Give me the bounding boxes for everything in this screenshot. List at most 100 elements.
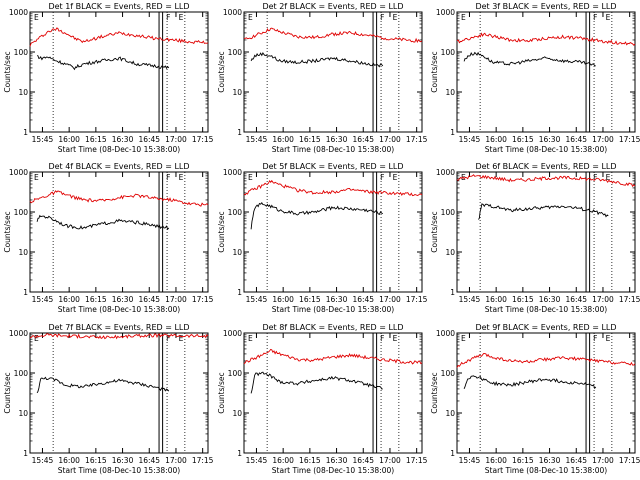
plot-frame <box>243 171 423 293</box>
x-tick-label: 16:45 <box>565 135 587 144</box>
x-tick-label: 17:00 <box>165 295 187 304</box>
y-tick-label: 1000 <box>436 168 455 177</box>
marker-e-label: E <box>606 13 611 22</box>
x-tick-label: 16:30 <box>112 295 134 304</box>
x-tick-label: 17:15 <box>619 295 640 304</box>
marker-e-label: E <box>248 173 253 182</box>
marker-e-label: E <box>34 334 39 343</box>
marker-e-label: E <box>248 334 253 343</box>
x-axis-label: Start Time (08-Dec-10 15:38:00) <box>272 305 394 314</box>
plot-frame <box>456 332 636 454</box>
x-tick-label: 17:00 <box>165 135 187 144</box>
x-axis-label: Start Time (08-Dec-10 15:38:00) <box>485 145 607 154</box>
x-tick-label: 15:45 <box>32 295 54 304</box>
y-tick-label: 1000 <box>223 8 242 17</box>
x-tick-label: 15:45 <box>32 456 54 465</box>
panel-1: Det 1f BLACK = Events, RED = LLD 1 10 100 10… <box>3 2 214 154</box>
x-tick-label: 17:00 <box>379 456 401 465</box>
x-tick-label: 16:45 <box>138 456 160 465</box>
plot-frame <box>29 332 209 454</box>
marker-f-label: F <box>380 173 384 182</box>
marker-e-label: E <box>461 334 466 343</box>
x-axis-label: Start Time (08-Dec-10 15:38:00) <box>485 466 607 475</box>
panel-2: Det 2f BLACK = Events, RED = LLD 1 10 100 10… <box>217 2 428 154</box>
x-tick-label: 15:45 <box>459 135 481 144</box>
plot-frame <box>29 11 209 133</box>
y-tick-label: 1 <box>237 449 242 458</box>
x-tick-label: 16:45 <box>352 295 374 304</box>
marker-e-label: E <box>606 334 611 343</box>
y-tick-label: 100 <box>441 369 456 378</box>
panel-8: Det 8f BLACK = Events, RED = LLD 1 10 100 10… <box>217 323 428 475</box>
y-tick-label: 100 <box>14 48 29 57</box>
x-tick-label: 15:45 <box>459 456 481 465</box>
y-axis-label: Counts/sec <box>3 211 12 252</box>
marker-e-label: E <box>179 173 184 182</box>
series-events-line <box>463 51 596 67</box>
series-lld-line <box>29 190 209 207</box>
y-axis-label: Counts/sec <box>430 372 439 413</box>
x-axis-label: Start Time (08-Dec-10 15:38:00) <box>272 145 394 154</box>
x-tick-label: 17:00 <box>592 295 614 304</box>
y-tick-label: 100 <box>228 369 243 378</box>
y-tick-label: 10 <box>232 248 242 257</box>
y-axis-label: Counts/sec <box>430 211 439 252</box>
x-axis-label: Start Time (08-Dec-10 15:38:00) <box>272 466 394 475</box>
y-tick-label: 1000 <box>436 329 455 338</box>
x-tick-label: 17:15 <box>406 295 428 304</box>
x-tick-label: 16:30 <box>539 135 561 144</box>
panel-5: Det 5f BLACK = Events, RED = LLD 1 10 100 10… <box>217 162 428 314</box>
series-lld-line <box>243 27 423 43</box>
x-tick-label: 15:45 <box>246 295 268 304</box>
marker-e-label: E <box>393 173 398 182</box>
series-lld-line <box>456 32 636 46</box>
marker-f-label: F <box>166 13 170 22</box>
panel-7: Det 7f BLACK = Events, RED = LLD 1 10 100 10… <box>3 323 214 475</box>
y-tick-label: 1000 <box>9 168 28 177</box>
x-tick-label: 16:00 <box>272 456 294 465</box>
x-tick-label: 16:00 <box>58 295 80 304</box>
x-tick-label: 16:45 <box>352 135 374 144</box>
x-tick-label: 16:45 <box>138 135 160 144</box>
x-tick-label: 17:00 <box>165 456 187 465</box>
series-lld-line <box>29 333 209 340</box>
y-axis-label: Counts/sec <box>430 51 439 92</box>
marker-f-label: F <box>593 13 597 22</box>
y-tick-label: 1 <box>450 449 455 458</box>
panel-title: Det 6f BLACK = Events, RED = LLD <box>475 162 616 171</box>
series-lld-line <box>243 348 423 365</box>
x-tick-label: 16:00 <box>58 456 80 465</box>
x-tick-label: 16:30 <box>326 456 348 465</box>
series-events-line <box>36 376 170 394</box>
x-tick-label: 17:15 <box>619 135 640 144</box>
panel-title: Det 1f BLACK = Events, RED = LLD <box>48 2 189 11</box>
x-tick-label: 16:15 <box>512 456 534 465</box>
y-tick-label: 1 <box>23 288 28 297</box>
series-events-line <box>463 375 597 390</box>
plot-frame <box>243 11 423 133</box>
marker-e-label: E <box>393 13 398 22</box>
y-tick-label: 1 <box>450 128 455 137</box>
y-axis-label: Counts/sec <box>217 211 226 252</box>
series-lld-line <box>29 27 209 47</box>
marker-e-label: E <box>179 334 184 343</box>
series-events-line <box>36 214 170 231</box>
y-tick-label: 100 <box>228 48 243 57</box>
x-tick-label: 16:15 <box>512 295 534 304</box>
plot-frame <box>243 332 423 454</box>
marker-e-label: E <box>606 173 611 182</box>
x-tick-label: 16:30 <box>112 456 134 465</box>
x-tick-label: 17:15 <box>192 295 214 304</box>
y-axis-label: Counts/sec <box>217 372 226 413</box>
x-tick-label: 16:30 <box>112 135 134 144</box>
marker-e-label: E <box>34 173 39 182</box>
marker-f-label: F <box>593 173 597 182</box>
x-tick-label: 16:00 <box>485 456 507 465</box>
series-lld-line <box>243 179 423 197</box>
panel-title: Det 5f BLACK = Events, RED = LLD <box>262 162 403 171</box>
x-tick-label: 15:45 <box>246 135 268 144</box>
y-tick-label: 100 <box>441 208 456 217</box>
y-axis-label: Counts/sec <box>217 51 226 92</box>
y-tick-label: 1000 <box>9 8 28 17</box>
